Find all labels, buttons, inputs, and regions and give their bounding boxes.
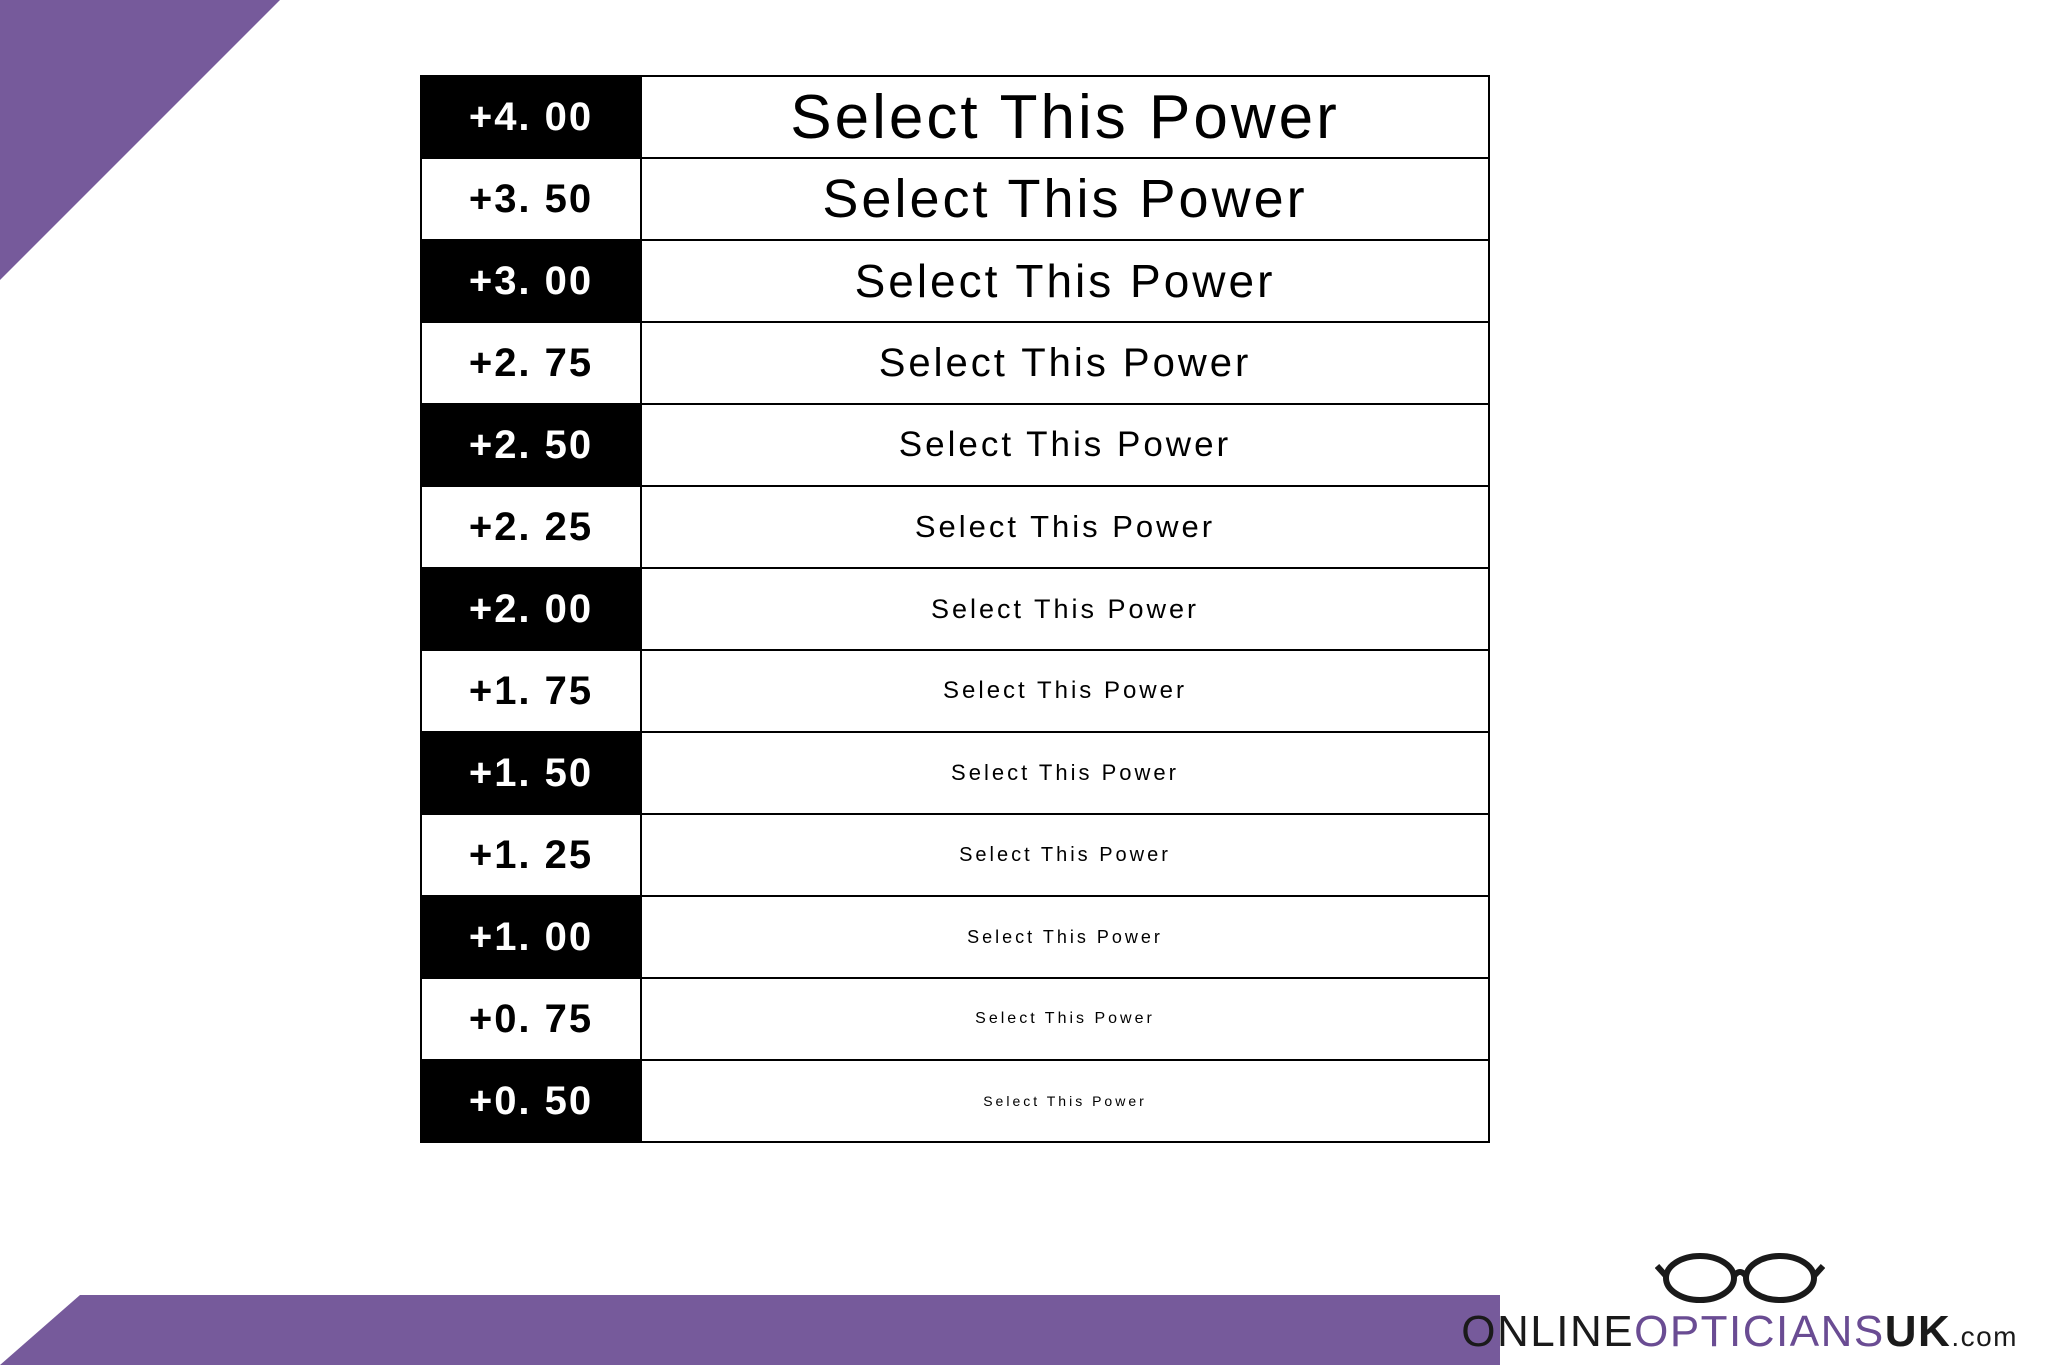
power-value: +2. 75 (422, 323, 642, 403)
glasses-icon (1655, 1248, 1825, 1303)
table-row[interactable]: +1. 25Select This Power (422, 815, 1488, 897)
select-power-label[interactable]: Select This Power (642, 815, 1488, 895)
table-row[interactable]: +1. 75Select This Power (422, 651, 1488, 733)
power-value: +0. 50 (422, 1061, 642, 1141)
table-row[interactable]: +0. 75Select This Power (422, 979, 1488, 1061)
select-power-label[interactable]: Select This Power (642, 897, 1488, 977)
power-value: +2. 50 (422, 405, 642, 485)
logo-com: .com (1951, 1321, 2018, 1352)
logo-uk: UK (1885, 1307, 1952, 1356)
table-row[interactable]: +2. 50Select This Power (422, 405, 1488, 487)
table-row[interactable]: +3. 50Select This Power (422, 159, 1488, 241)
power-value: +1. 00 (422, 897, 642, 977)
table-row[interactable]: +3. 00Select This Power (422, 241, 1488, 323)
brand-logo: ONLINEOPTICIANSUK.com (1461, 1248, 2018, 1357)
table-row[interactable]: +1. 50Select This Power (422, 733, 1488, 815)
select-power-label[interactable]: Select This Power (642, 651, 1488, 731)
power-value: +3. 00 (422, 241, 642, 321)
select-power-label[interactable]: Select This Power (642, 733, 1488, 813)
table-row[interactable]: +1. 00Select This Power (422, 897, 1488, 979)
brand-logo-text: ONLINEOPTICIANSUK.com (1461, 1307, 2018, 1357)
table-row[interactable]: +2. 75Select This Power (422, 323, 1488, 405)
logo-opticians: OPTICIANS (1634, 1307, 1885, 1356)
power-value: +2. 00 (422, 569, 642, 649)
select-power-label[interactable]: Select This Power (642, 241, 1488, 321)
table-row[interactable]: +2. 00Select This Power (422, 569, 1488, 651)
power-value: +4. 00 (422, 77, 642, 157)
select-power-label[interactable]: Select This Power (642, 323, 1488, 403)
power-value: +1. 75 (422, 651, 642, 731)
table-row[interactable]: +0. 50Select This Power (422, 1061, 1488, 1143)
select-power-label[interactable]: Select This Power (642, 159, 1488, 239)
power-value: +2. 25 (422, 487, 642, 567)
power-value: +3. 50 (422, 159, 642, 239)
select-power-label[interactable]: Select This Power (642, 487, 1488, 567)
select-power-label[interactable]: Select This Power (642, 405, 1488, 485)
power-value: +0. 75 (422, 979, 642, 1059)
power-value: +1. 50 (422, 733, 642, 813)
corner-accent (0, 0, 280, 280)
select-power-label[interactable]: Select This Power (642, 569, 1488, 649)
footer-bar: ONLINEOPTICIANSUK.com (0, 1255, 2048, 1365)
logo-online: ONLINE (1461, 1307, 1634, 1356)
power-selection-chart: +4. 00Select This Power+3. 50Select This… (420, 75, 1490, 1143)
select-power-label[interactable]: Select This Power (642, 979, 1488, 1059)
select-power-label[interactable]: Select This Power (642, 77, 1488, 157)
table-row[interactable]: +4. 00Select This Power (422, 77, 1488, 159)
table-row[interactable]: +2. 25Select This Power (422, 487, 1488, 569)
power-value: +1. 25 (422, 815, 642, 895)
footer-accent-strip (0, 1295, 1500, 1365)
select-power-label[interactable]: Select This Power (642, 1061, 1488, 1141)
